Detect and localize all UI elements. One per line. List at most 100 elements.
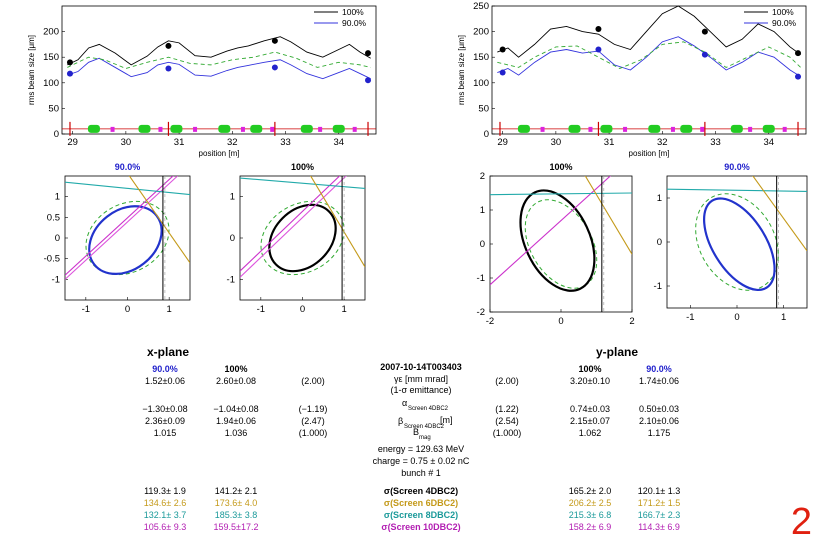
x-tick-label: -1 [257, 304, 265, 315]
emit-xref: (2.00) [301, 376, 325, 386]
marker-point [66, 59, 73, 66]
constraint-line-1 [65, 176, 178, 280]
y-tick-label: 0.5 [47, 212, 60, 223]
emit-yref: (2.00) [495, 376, 519, 386]
x-tick-label: 30 [551, 137, 562, 148]
x-tick-label: 29 [497, 137, 508, 148]
beta-x100: 1.94±0.06 [216, 416, 256, 426]
col-x90-header: 90.0% [152, 364, 178, 374]
bunch-text: bunch # 1 [401, 468, 441, 478]
y-tick-label: 2 [480, 171, 485, 182]
lattice-quad [218, 124, 231, 133]
emit-sub: (1-σ emittance) [390, 385, 451, 395]
y-tick-label: -1 [52, 274, 60, 285]
reference-ellipse [695, 193, 779, 291]
marker-point [365, 50, 372, 57]
marker-point [795, 50, 802, 57]
bmag-sub: mag [419, 435, 431, 441]
x-tick-label: 1 [167, 304, 172, 315]
lattice-quad [517, 124, 530, 133]
x-tick-label: 0 [300, 304, 305, 315]
alpha-sub: Screen 4DBC2 [408, 406, 449, 412]
x-tick-label: 30 [121, 137, 132, 148]
constraint-line-0 [667, 188, 807, 192]
y-tick-label: 0 [55, 233, 60, 244]
beta-xref: (2.47) [301, 416, 325, 426]
lattice-corrector [193, 126, 198, 132]
x-tick-label: 33 [280, 137, 291, 148]
lattice-corrector [352, 126, 357, 132]
alpha-label: α [402, 398, 407, 408]
x-tick-label: 33 [710, 137, 721, 148]
sigma-y90: 114.3± 6.9 [638, 522, 680, 532]
constraint-line-3 [128, 176, 190, 264]
beam-size-plot-x: 0 50 100 150 200 29 30 31 32 33 34 position [m] rms … [27, 5, 377, 158]
alpha-x90: −1.30±0.08 [142, 404, 187, 414]
emit-x100: 2.60±0.08 [216, 376, 256, 386]
sigma-x100: 185.3± 3.8 [215, 510, 257, 520]
sigma-x90: 105.6± 9.3 [144, 522, 186, 532]
beta-sub: Screen 4DBC2 [404, 424, 445, 430]
x-tick-label: 29 [67, 137, 78, 148]
energy-text: energy = 129.63 MeV [378, 444, 464, 454]
x-tick-label: 34 [333, 137, 344, 148]
y-tick-label: 1 [480, 205, 485, 216]
bmag-y90: 1.175 [648, 428, 671, 438]
plot-frame [64, 175, 191, 301]
y-axis-label: rms beam size [μm] [457, 35, 466, 105]
constraint-line-2 [65, 181, 190, 196]
y-tick-label: 50 [478, 103, 489, 114]
sigma-x100: 141.2± 2.1 [215, 486, 257, 496]
run-id: 2007-10-14T003403 [380, 362, 462, 372]
lattice-quad [648, 124, 661, 133]
x-tick-label: 32 [227, 137, 238, 148]
x-tick-label: 31 [604, 137, 615, 148]
y-tick-label: 1 [657, 193, 662, 204]
y-tick-label: 0 [484, 129, 489, 140]
sigma-label: σ(Screen 10DBC2) [381, 522, 460, 532]
y-tick-label: 100 [473, 78, 489, 89]
legend-label: 100% [342, 7, 364, 17]
y-plane-header: y-plane [596, 345, 638, 359]
marker-point [795, 73, 802, 80]
sigma-y90: 171.2± 1.5 [638, 498, 680, 508]
sigma-y100: 158.2± 6.9 [569, 522, 611, 532]
constraint-line-0 [240, 176, 341, 272]
beta-x90: 2.36±0.09 [145, 416, 185, 426]
sigma-y90: 120.1± 1.3 [638, 486, 680, 496]
lattice-corrector [270, 126, 275, 132]
reference-ellipse [260, 200, 345, 276]
y-tick-label: -0.5 [44, 254, 60, 265]
lattice-corrector [318, 126, 323, 132]
marker-point [499, 69, 506, 76]
x-tick-label: 0 [734, 312, 739, 323]
page-number: 2 [791, 501, 812, 539]
sigma-x90: 132.1± 3.7 [144, 510, 186, 520]
lattice-corrector [670, 126, 675, 132]
marker-point [365, 77, 372, 84]
lattice-corrector [540, 126, 545, 132]
plot-title: 100% [291, 162, 314, 172]
plot-title: 100% [549, 162, 572, 172]
measured-ellipse [519, 189, 596, 292]
series-line-0 [497, 5, 801, 58]
y-tick-label: 1 [55, 192, 60, 203]
x-axis-label: position [m] [199, 149, 240, 158]
y-tick-label: -2 [477, 307, 485, 318]
lattice-quad [170, 124, 183, 133]
alpha-xref: (−1.19) [299, 404, 328, 414]
sigma-x100: 159.5±17.2 [214, 522, 259, 532]
emit-label: γε [mm mrad] [394, 374, 448, 384]
sigma-x90: 119.3± 1.9 [144, 486, 186, 496]
bmag-label: B [413, 427, 419, 437]
x-tick-label: 2 [629, 316, 634, 327]
plot-frame [666, 175, 808, 309]
beta-yref: (2.54) [495, 416, 519, 426]
sigma-y90: 166.7± 2.3 [638, 510, 680, 520]
marker-point [66, 70, 73, 77]
emit-y90: 1.74±0.06 [639, 376, 679, 386]
beta-unit: [m] [440, 415, 453, 425]
plot-frame [61, 5, 377, 135]
lattice-corrector [748, 126, 753, 132]
col-y90-header: 90.0% [646, 364, 672, 374]
